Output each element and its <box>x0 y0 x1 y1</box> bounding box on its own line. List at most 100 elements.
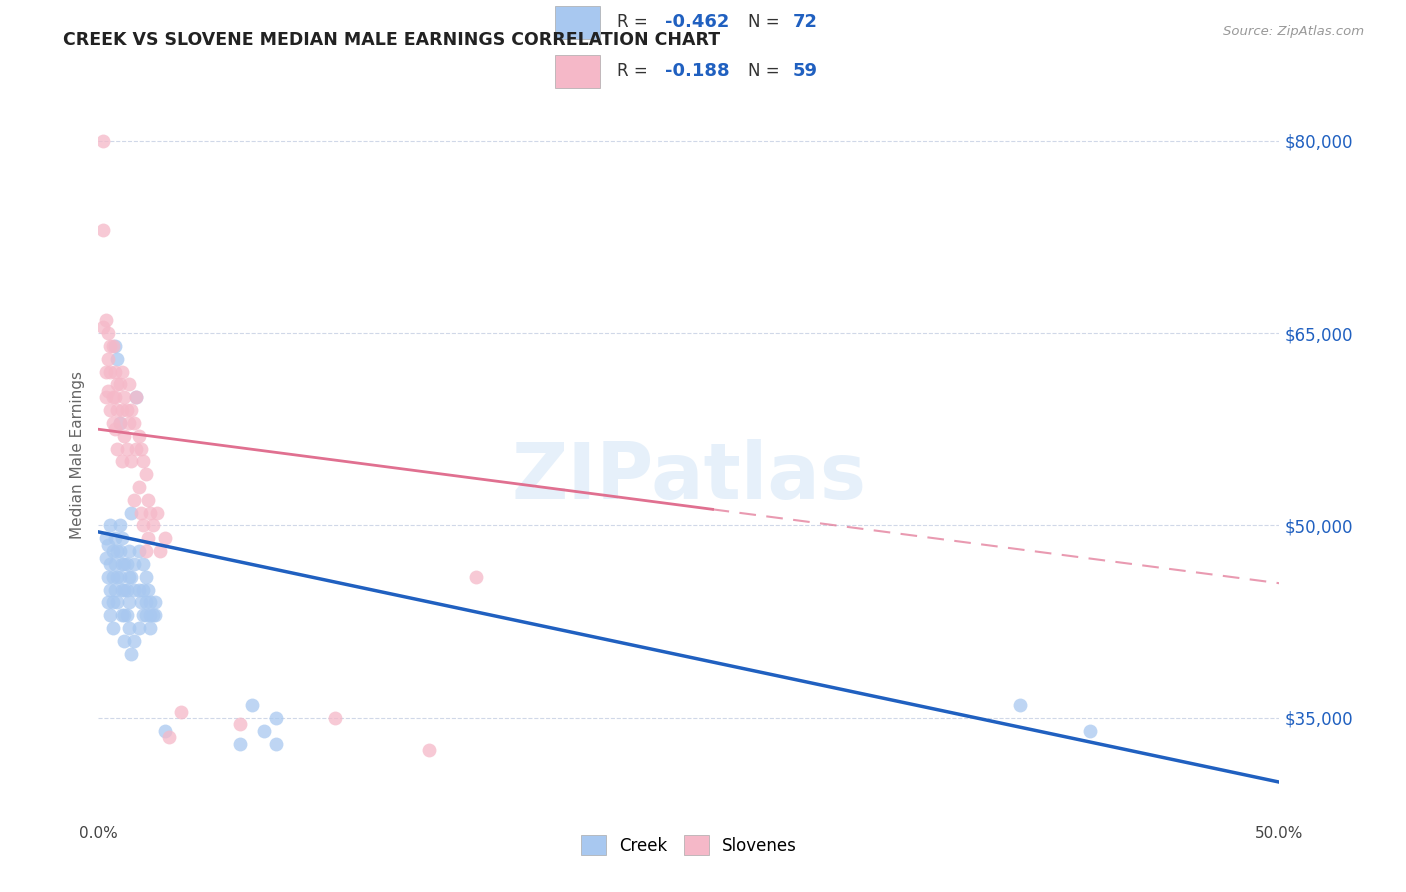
Point <box>132 454 155 468</box>
Point <box>132 557 155 571</box>
Point <box>111 403 134 417</box>
Point <box>101 621 124 635</box>
Point <box>136 492 159 507</box>
Point <box>122 492 145 507</box>
Point <box>122 416 145 430</box>
Point <box>104 390 127 404</box>
Point <box>115 608 138 623</box>
Point <box>143 595 166 609</box>
Point <box>94 550 117 565</box>
Point <box>125 390 148 404</box>
Point <box>104 557 127 571</box>
Point <box>122 634 145 648</box>
Point <box>91 134 114 148</box>
Legend: Creek, Slovenes: Creek, Slovenes <box>572 827 806 863</box>
Point <box>105 570 128 584</box>
Point <box>132 608 155 623</box>
Text: 72: 72 <box>793 13 818 31</box>
Point <box>111 454 134 468</box>
Text: -0.188: -0.188 <box>665 62 730 80</box>
Point <box>121 506 143 520</box>
Point <box>170 705 193 719</box>
Point <box>112 557 135 571</box>
Point <box>112 390 135 404</box>
Point <box>94 313 117 327</box>
Point <box>101 416 124 430</box>
Point <box>132 518 155 533</box>
Point <box>139 608 162 623</box>
Point <box>135 467 157 482</box>
Point <box>97 570 120 584</box>
Text: R =: R = <box>617 13 654 31</box>
Point <box>101 544 124 558</box>
Point <box>112 634 135 648</box>
Text: CREEK VS SLOVENE MEDIAN MALE EARNINGS CORRELATION CHART: CREEK VS SLOVENE MEDIAN MALE EARNINGS CO… <box>63 31 720 49</box>
Point <box>108 416 131 430</box>
Point <box>91 223 114 237</box>
Point <box>157 730 180 744</box>
Point <box>104 364 127 378</box>
Point <box>101 339 124 353</box>
Point <box>128 480 150 494</box>
Point <box>139 621 162 635</box>
Point <box>115 557 138 571</box>
Point <box>98 557 121 571</box>
Point <box>465 570 488 584</box>
Point <box>111 557 134 571</box>
Point <box>98 518 121 533</box>
Point <box>111 582 134 597</box>
Point <box>101 595 124 609</box>
Point <box>97 538 120 552</box>
Point <box>121 403 143 417</box>
Point <box>142 518 165 533</box>
Point <box>128 428 150 442</box>
Point <box>105 377 128 392</box>
Point <box>108 518 131 533</box>
Point <box>97 384 120 398</box>
Point <box>128 621 150 635</box>
Point <box>264 711 287 725</box>
Point <box>115 442 138 456</box>
Point <box>105 442 128 456</box>
Point <box>139 595 162 609</box>
Point <box>101 390 124 404</box>
Point <box>122 557 145 571</box>
Point <box>118 570 141 584</box>
Text: Source: ZipAtlas.com: Source: ZipAtlas.com <box>1223 25 1364 38</box>
Point <box>135 595 157 609</box>
Point <box>121 570 143 584</box>
Text: R =: R = <box>617 62 654 80</box>
Point <box>153 723 176 738</box>
Point <box>104 582 127 597</box>
Point <box>149 544 172 558</box>
Y-axis label: Median Male Earnings: Median Male Earnings <box>69 371 84 539</box>
Point <box>118 544 141 558</box>
Point <box>98 608 121 623</box>
Point <box>143 608 166 623</box>
Text: 59: 59 <box>793 62 818 80</box>
Point <box>129 442 152 456</box>
Point <box>128 582 150 597</box>
Text: N =: N = <box>748 62 785 80</box>
Point <box>98 403 121 417</box>
Point <box>1080 723 1102 738</box>
Point <box>111 532 134 546</box>
Point <box>136 582 159 597</box>
Point <box>105 544 128 558</box>
Point <box>94 390 117 404</box>
Point <box>122 582 145 597</box>
FancyBboxPatch shape <box>555 55 600 87</box>
Point <box>125 390 148 404</box>
Point <box>121 647 143 661</box>
Point <box>112 582 135 597</box>
Point <box>118 377 141 392</box>
Point <box>94 364 117 378</box>
Point <box>105 351 128 366</box>
Point <box>136 532 159 546</box>
Point <box>111 364 134 378</box>
Point <box>94 532 117 546</box>
Text: N =: N = <box>748 13 785 31</box>
Point <box>112 608 135 623</box>
Point <box>129 506 152 520</box>
Point <box>135 608 157 623</box>
